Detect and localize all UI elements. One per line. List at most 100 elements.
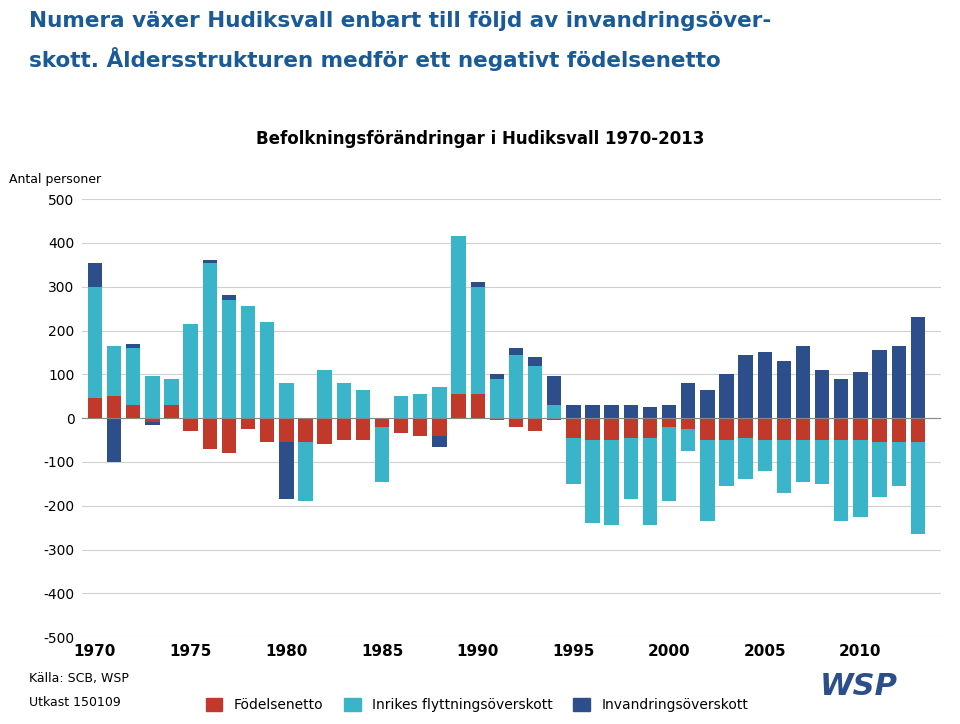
Bar [222,300,236,418]
Bar [605,418,619,440]
Bar [853,440,868,517]
Bar [911,442,925,534]
Bar [432,436,446,447]
Bar [374,418,389,427]
Bar [470,287,485,394]
Bar [203,261,217,263]
Bar [873,418,887,442]
Bar [299,442,313,501]
Text: skott. Åldersstrukturen medför ett negativt födelsenetto: skott. Åldersstrukturen medför ett negat… [29,47,721,71]
Bar [164,405,179,418]
Bar [183,324,198,418]
Bar [126,405,140,418]
Text: Antal personer: Antal personer [9,173,101,186]
Bar [490,374,504,379]
Bar [87,263,102,287]
Bar [451,236,466,394]
Bar [624,438,638,499]
Text: WSP: WSP [820,672,899,701]
Bar [624,418,638,438]
Bar [777,418,791,440]
Bar [318,370,332,418]
Bar [643,438,657,526]
Bar [87,287,102,398]
Bar [566,418,581,438]
Bar [892,346,906,418]
Bar [757,353,772,418]
Bar [605,405,619,418]
Bar [911,418,925,442]
Bar [260,321,275,418]
Bar [873,350,887,418]
Bar [815,370,829,418]
Bar [834,440,849,521]
Bar [738,418,753,438]
Bar [490,379,504,418]
Bar [222,418,236,453]
Bar [203,418,217,449]
Bar [279,418,294,442]
Bar [777,440,791,492]
Bar [661,427,676,501]
Bar [432,387,446,418]
Bar [586,440,600,523]
Bar [643,418,657,438]
Bar [700,440,714,521]
Bar [681,418,695,429]
Bar [279,383,294,418]
Text: Utkast 150109: Utkast 150109 [29,696,121,710]
Bar [661,418,676,427]
Bar [509,418,523,427]
Bar [738,355,753,418]
Bar [624,405,638,418]
Text: Befolkningsförändringar i Hudiksvall 1970-2013: Befolkningsförändringar i Hudiksvall 197… [255,130,705,148]
Bar [777,361,791,418]
Text: Källa: SCB, WSP: Källa: SCB, WSP [29,672,129,685]
Bar [107,396,121,418]
Bar [547,418,562,421]
Bar [892,442,906,486]
Bar [528,418,542,432]
Bar [490,418,504,421]
Bar [260,418,275,442]
Bar [853,372,868,418]
Bar [738,438,753,479]
Text: Numera växer Hudiksvall enbart till följd av invandringsöver-: Numera växer Hudiksvall enbart till följ… [29,11,771,31]
Bar [374,427,389,481]
Bar [279,442,294,499]
Bar [681,429,695,451]
Bar [757,418,772,440]
Bar [719,374,733,418]
Bar [892,418,906,442]
Bar [299,418,313,442]
Bar [700,418,714,440]
Bar [757,440,772,471]
Bar [547,376,562,405]
Bar [528,366,542,418]
Bar [356,390,370,418]
Legend: Födelsenetto, Inrikes flyttningsöverskott, Invandringsöverskott: Födelsenetto, Inrikes flyttningsöverskot… [201,693,754,717]
Bar [413,418,427,436]
Bar [566,438,581,484]
Bar [164,379,179,405]
Bar [145,423,159,425]
Bar [815,418,829,440]
Bar [203,263,217,418]
Bar [586,418,600,440]
Bar [451,394,466,418]
Bar [432,418,446,436]
Bar [834,379,849,418]
Bar [643,407,657,418]
Bar [681,383,695,418]
Bar [337,383,351,418]
Bar [796,440,810,481]
Bar [815,440,829,484]
Bar [719,418,733,440]
Bar [470,394,485,418]
Bar [605,440,619,526]
Bar [241,418,255,429]
Bar [145,418,159,423]
Bar [183,418,198,432]
Bar [834,418,849,440]
Bar [661,405,676,418]
